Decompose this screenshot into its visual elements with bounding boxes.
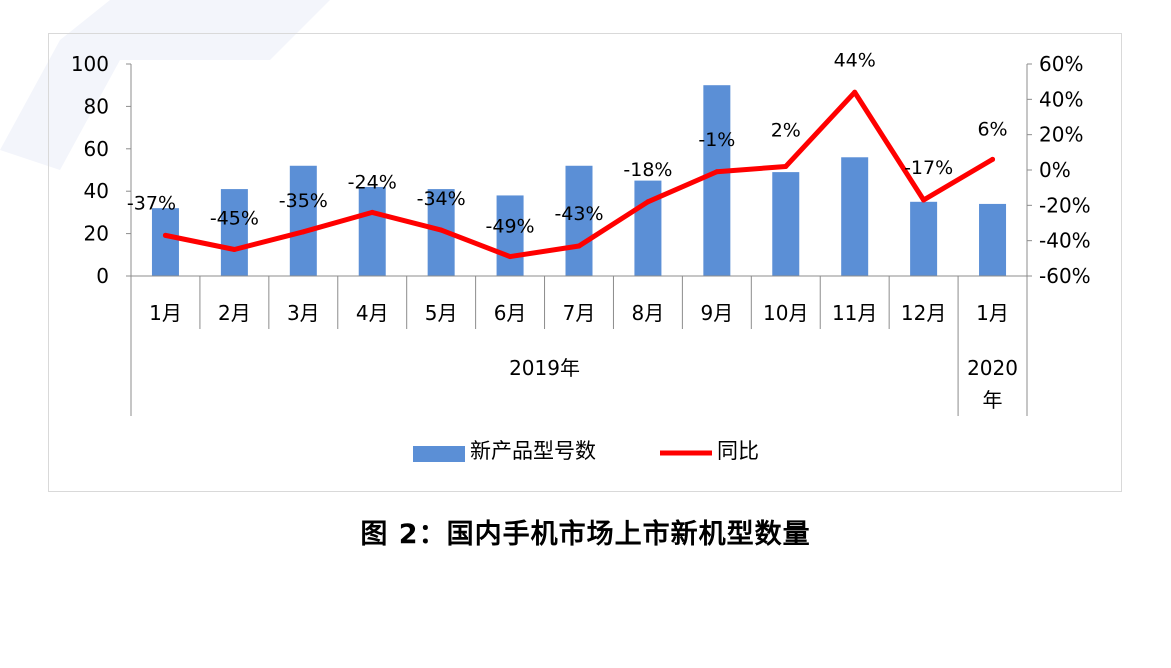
category-label: 6月 [494,301,527,325]
bar-2 [220,189,248,276]
bar-8 [634,180,662,276]
bar-7 [565,165,593,276]
bar-12 [910,201,938,276]
right-tick-label: -40% [1039,229,1091,253]
yoy-point-3 [300,229,306,235]
right-tick-label: 40% [1039,87,1083,111]
category-label: 1月 [149,301,182,325]
bar-13 [979,203,1007,276]
yoy-data-label: -43% [554,203,603,225]
left-tick-label: 0 [96,264,109,288]
yoy-point-2 [231,247,237,252]
right-tick-label: 60% [1039,52,1083,76]
watermark-logo [0,0,330,170]
yoy-data-label: -37% [127,192,176,214]
legend-label-line: 同比 [717,439,759,463]
category-label: 9月 [700,301,733,325]
yoy-point-5 [438,227,444,233]
legend-swatch-bar [413,446,465,462]
group-label-2020: 2020 年 [967,356,1018,412]
yoy-point-7 [576,243,582,249]
yoy-data-label: -18% [623,159,672,181]
category-label: 7月 [563,301,596,325]
right-tick-label: -20% [1039,193,1091,217]
group-label-2019: 2019年 [509,356,580,380]
figure-caption: 图 2：国内手机市场上市新机型数量 [360,519,811,550]
left-tick-label: 20 [84,222,109,246]
yoy-point-1 [162,232,168,238]
category-label: 10月 [763,301,808,325]
yoy-point-10 [783,163,789,169]
category-label: 11月 [832,301,877,325]
chart-frame: 0 20 40 60 80 100 -60% -40% -20% 0% 20% 40% 60% 1月 2月 3… [48,33,1122,492]
combo-chart: 0 20 40 60 80 100 -60% -40% -20% 0% 20% 40% 60% 1月 2月 3… [71,49,1091,463]
right-tick-label: 20% [1039,123,1083,147]
category-label: 4月 [356,301,389,325]
bar-4 [358,186,386,276]
right-tick-label: -60% [1039,264,1091,288]
yoy-data-label: -45% [210,208,259,230]
legend-label-bar: 新产品型号数 [470,439,596,463]
bar-10 [772,172,800,276]
yoy-point-6 [507,254,513,260]
yoy-point-13 [990,156,996,162]
right-tick-label: 0% [1039,158,1071,182]
bar-1 [151,208,179,276]
yoy-data-label: 2% [771,119,801,141]
left-tick-label: 100 [71,52,109,76]
yoy-data-label: -49% [486,216,535,238]
yoy-point-12 [921,197,927,203]
bar-3 [289,165,317,276]
yoy-data-label: -17% [904,157,953,179]
bar-6 [496,195,524,276]
yoy-data-label: 44% [834,49,876,71]
yoy-point-4 [369,209,375,215]
left-tick-label: 80 [84,94,109,118]
yoy-point-8 [645,199,651,205]
yoy-data-label: 6% [977,118,1007,140]
category-label: 1月 [976,301,1009,325]
yoy-data-label: -1% [698,129,735,151]
category-label: 5月 [425,301,458,325]
yoy-point-9 [714,169,720,175]
yoy-data-label: -24% [348,171,397,193]
left-tick-label: 40 [84,179,109,203]
category-label: 8月 [632,301,665,325]
yoy-data-label: -34% [417,188,466,210]
yoy-point-11 [852,89,858,95]
category-label: 3月 [287,301,320,325]
category-label: 2月 [218,301,251,325]
bar-11 [841,157,869,276]
left-tick-label: 60 [84,137,109,161]
yoy-data-label: -35% [279,190,328,212]
bar-9 [703,85,731,276]
category-label: 12月 [901,301,946,325]
